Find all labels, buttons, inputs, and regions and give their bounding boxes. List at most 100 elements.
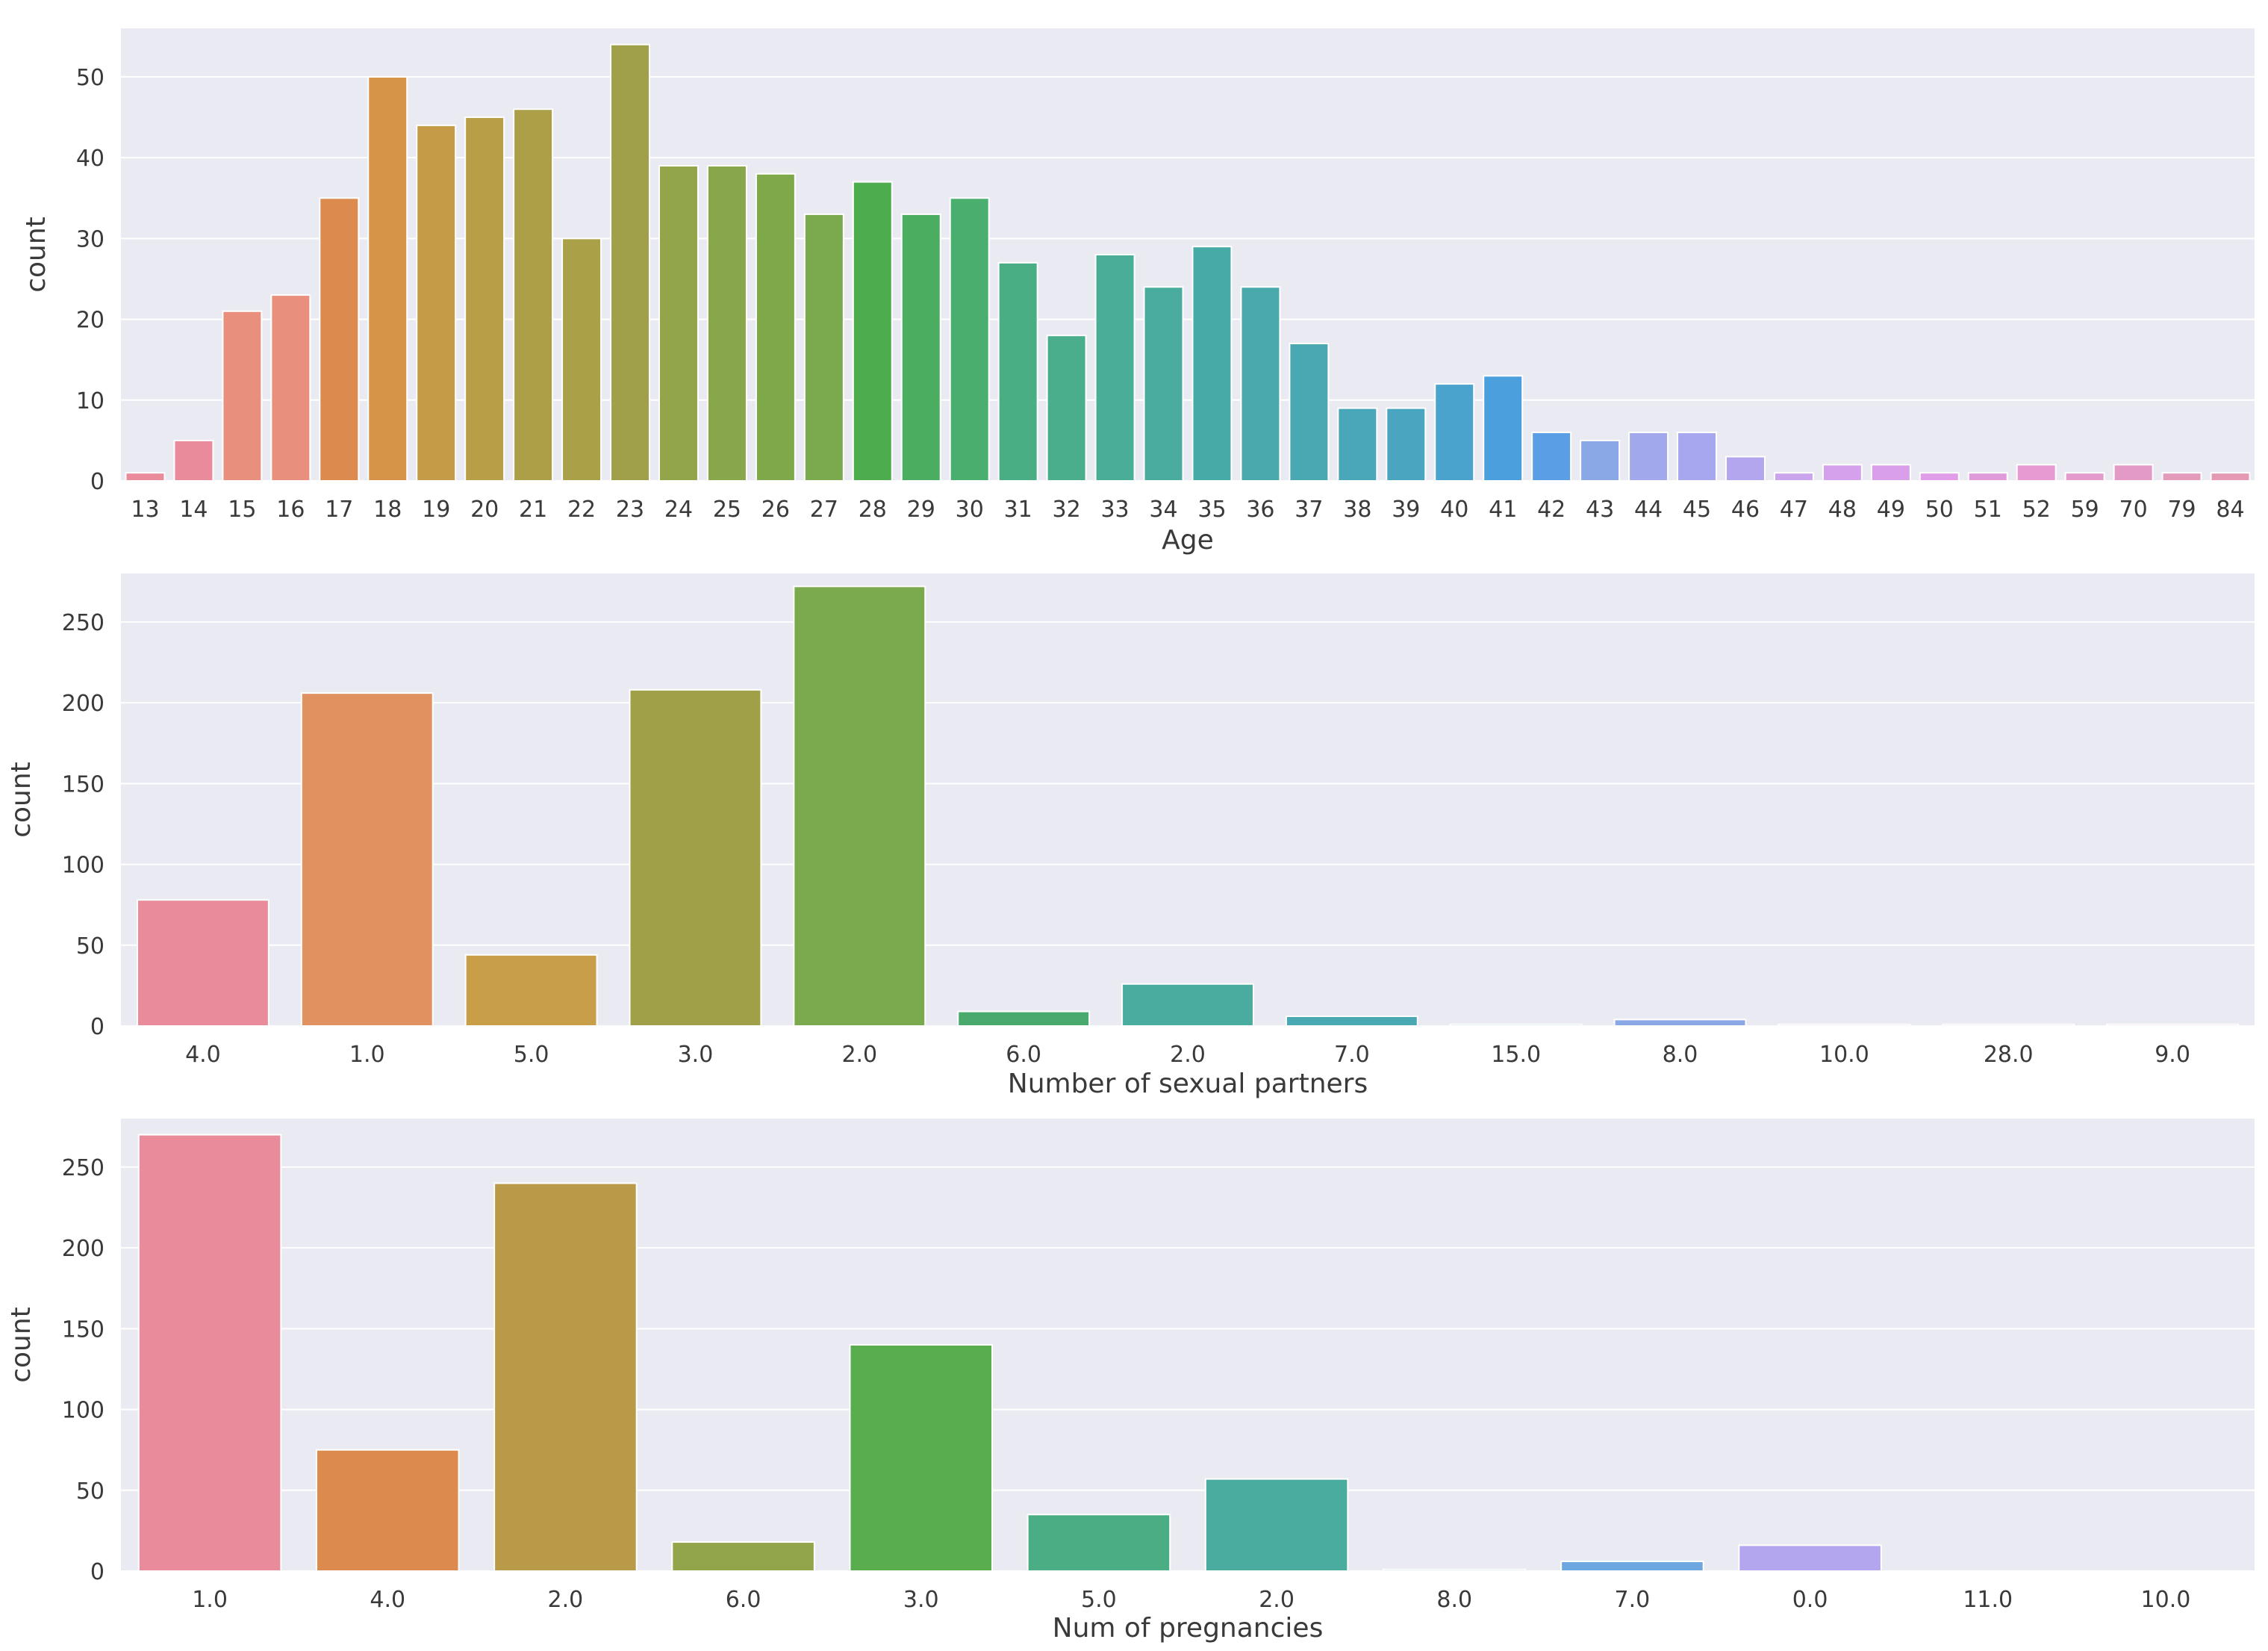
age-x-tick-label: 40 [1440, 497, 1468, 523]
age-x-tick-label: 24 [664, 497, 693, 523]
age-y-tick-label: 20 [76, 308, 105, 334]
partners-x-tick-label: 5.0 [514, 1042, 549, 1068]
partners-x-ticks: 4.0 1.0 5.0 3.0 2.0 6.0 2.0 7.0 15.0 8.0 10.0 28.0 9… [185, 1042, 2190, 1068]
age-bar [1967, 472, 2008, 482]
partners-x-tick-label: 28.0 [1984, 1042, 2034, 1068]
partners-y-axis-label: count [6, 762, 37, 838]
age-x-tick-label: 50 [1925, 497, 1954, 523]
partners-x-tick-label: 8.0 [1663, 1042, 1698, 1068]
age-y-tick-label: 0 [90, 469, 105, 495]
partners-x-tick-label: 7.0 [1334, 1042, 1370, 1068]
age-x-tick-label: 14 [179, 497, 208, 523]
age-bar [1531, 432, 1572, 482]
age-bar [319, 197, 360, 482]
age-bar [464, 116, 505, 482]
partners-x-tick-label: 3.0 [678, 1042, 714, 1068]
age-x-tick-label: 35 [1197, 497, 1226, 523]
age-x-tick-label: 49 [1877, 497, 1905, 523]
age-x-tick-label: 15 [228, 497, 256, 523]
age-bar [2113, 464, 2154, 482]
age-x-tick-label: 52 [2022, 497, 2051, 523]
age-bar [416, 124, 457, 482]
pregnancies-y-tick-label: 150 [62, 1316, 105, 1343]
age-bar [513, 108, 554, 482]
partners-x-tick-label: 2.0 [1170, 1042, 1206, 1068]
pregnancies-bar [849, 1344, 994, 1572]
age-bar [1289, 343, 1330, 482]
partners-count-chart: 0 50 100 150 200 250 4.0 1.0 5.0 3.0 2.0 6.0 2.0 7.0… [6, 573, 2255, 1099]
age-x-tick-label: 30 [956, 497, 984, 523]
age-x-tick-label: 70 [2119, 497, 2148, 523]
age-x-tick-label: 37 [1295, 497, 1323, 523]
age-bar [1094, 254, 1135, 482]
pregnancies-y-ticks: 0 50 100 150 200 250 [62, 1155, 105, 1585]
pregnancies-x-tick-label: 0.0 [1792, 1587, 1828, 1613]
age-bar [1191, 246, 1233, 482]
age-bar [125, 472, 166, 482]
age-x-tick-label: 17 [325, 497, 353, 523]
age-x-tick-label: 43 [1586, 497, 1614, 523]
pregnancies-y-axis-label: count [6, 1307, 37, 1383]
age-bar [1822, 464, 1863, 482]
pregnancies-x-tick-label: 1.0 [192, 1587, 228, 1613]
partners-y-tick-label: 250 [62, 610, 105, 636]
age-bar [1628, 432, 1669, 482]
partners-bar [136, 899, 270, 1027]
partners-bar [1778, 1023, 1911, 1027]
age-x-tick-label: 21 [519, 497, 547, 523]
partners-y-tick-label: 50 [76, 933, 105, 960]
age-x-tick-label: 45 [1683, 497, 1711, 523]
age-x-tick-label: 18 [373, 497, 402, 523]
age-bar [2064, 472, 2105, 482]
pregnancies-bar [315, 1449, 460, 1573]
partners-bar [957, 1010, 1091, 1027]
partners-y-tick-label: 100 [62, 853, 105, 879]
pregnancies-x-tick-label: 11.0 [1963, 1587, 2013, 1613]
age-x-tick-label: 13 [131, 497, 159, 523]
pregnancies-bar [493, 1182, 638, 1572]
age-x-tick-label: 51 [1974, 497, 2002, 523]
age-bar [2161, 472, 2202, 482]
age-bar [1483, 375, 1524, 482]
age-bar [900, 213, 941, 482]
age-bar [610, 43, 651, 482]
pregnancies-bar [1204, 1478, 1349, 1573]
pregnancies-x-axis-label: Num of pregnancies [1053, 1613, 1324, 1644]
age-bar [222, 310, 263, 482]
pregnancies-x-tick-label: 8.0 [1436, 1587, 1472, 1613]
age-bar [997, 261, 1038, 482]
age-x-tick-label: 29 [907, 497, 935, 523]
pregnancies-y-tick-label: 50 [76, 1479, 105, 1505]
age-y-tick-label: 50 [76, 65, 105, 91]
pregnancies-bar [1026, 1514, 1171, 1572]
age-bar [949, 197, 990, 482]
partners-plot-area [121, 573, 2255, 1026]
partners-bar [793, 585, 926, 1027]
age-x-tick-label: 22 [567, 497, 596, 523]
partners-bar [629, 688, 762, 1027]
age-x-tick-label: 32 [1053, 497, 1081, 523]
partners-bar [1449, 1023, 1583, 1027]
pregnancies-bar [1738, 1544, 1882, 1572]
age-x-tick-label: 16 [276, 497, 305, 523]
age-bar [1337, 407, 1378, 482]
age-x-axis-label: Age [1162, 525, 1214, 556]
partners-bar [1613, 1019, 1747, 1027]
age-x-tick-label: 36 [1246, 497, 1274, 523]
partners-x-tick-label: 1.0 [349, 1042, 385, 1068]
partners-bar [1121, 983, 1254, 1027]
pregnancies-y-tick-label: 100 [62, 1398, 105, 1424]
pregnancies-y-tick-label: 250 [62, 1155, 105, 1181]
age-bar [561, 237, 602, 482]
partners-x-tick-label: 10.0 [1819, 1042, 1869, 1068]
age-x-tick-label: 33 [1100, 497, 1129, 523]
age-x-tick-label: 31 [1004, 497, 1032, 523]
age-x-tick-label: 44 [1634, 497, 1663, 523]
pregnancies-x-tick-label: 2.0 [548, 1587, 584, 1613]
pregnancies-x-tick-label: 4.0 [370, 1587, 405, 1613]
age-x-tick-label: 20 [470, 497, 499, 523]
pregnancies-x-tick-label: 2.0 [1259, 1587, 1295, 1613]
partners-x-tick-label: 2.0 [841, 1042, 877, 1068]
age-x-tick-label: 84 [2216, 497, 2244, 523]
pregnancies-gridlines [121, 1166, 2255, 1572]
